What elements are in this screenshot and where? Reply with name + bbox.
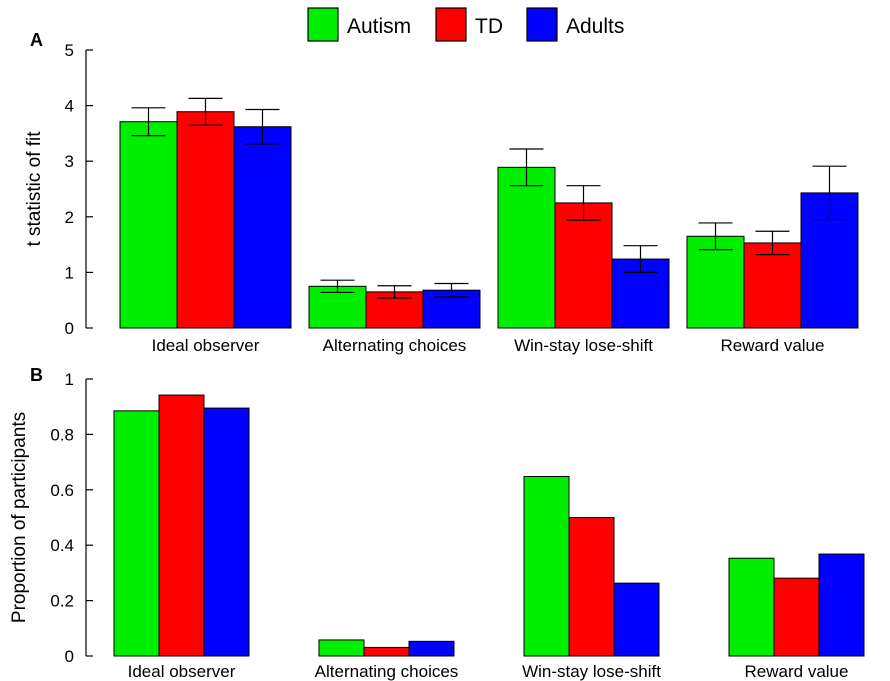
panel-label-a: A <box>30 30 43 50</box>
y-tick-label-0-4: 0.4 <box>50 536 74 555</box>
category-label-reward-value: Reward value <box>721 336 825 355</box>
category-label-ideal-observer: Ideal observer <box>128 662 236 681</box>
y-tick-label-4: 4 <box>65 97 74 116</box>
legend-label-autism: Autism <box>347 15 411 38</box>
legend: Autism TD Adults <box>307 7 624 42</box>
panel-a: Ideal observer Alternating choices Win-sta… <box>24 30 859 355</box>
legend-swatch-td <box>435 7 467 42</box>
y-tick-label-5: 5 <box>65 41 74 60</box>
y-tick-label-2: 2 <box>65 208 74 227</box>
y-tick-label-1: 1 <box>65 263 74 282</box>
category-label-reward-value: Reward value <box>745 662 849 681</box>
bar-b-ideal-observer-autism <box>113 410 160 657</box>
bar-a-win-stay-lose-shift-autism <box>497 166 556 329</box>
y-tick-label-0: 0 <box>65 319 74 338</box>
y-axis-label: Proportion of participants <box>9 412 30 623</box>
bar-b-reward-value-adults <box>818 553 865 657</box>
bar-b-reward-value-autism <box>728 557 775 657</box>
category-label-ideal-observer: Ideal observer <box>152 336 260 355</box>
bar-a-ideal-observer-autism <box>119 121 178 329</box>
y-axis-label: t statistic of fit <box>24 131 45 247</box>
panel-label-b: B <box>30 365 43 385</box>
legend-swatch-adults <box>526 7 558 42</box>
legend-swatch-autism <box>307 7 339 42</box>
category-label-win-stay-lose-shift: Win-stay lose-shift <box>522 662 661 681</box>
bar-b-win-stay-lose-shift-autism <box>523 476 570 657</box>
category-label-alternating-choices: Alternating choices <box>323 336 467 355</box>
bar-a-reward-value-autism <box>686 235 745 329</box>
bar-b-ideal-observer-adults <box>203 407 250 657</box>
y-tick-label-0-2: 0.2 <box>50 592 74 611</box>
y-tick-label-0-8: 0.8 <box>50 425 74 444</box>
y-tick-label-1: 1 <box>65 370 74 389</box>
category-label-alternating-choices: Alternating choices <box>315 662 459 681</box>
y-tick-label-0-6: 0.6 <box>50 481 74 500</box>
panel-b: Ideal observer Alternating choices Win-sta… <box>9 365 865 681</box>
y-tick-label-3: 3 <box>65 152 74 171</box>
y-tick-label-0: 0 <box>65 647 74 666</box>
bar-b-reward-value-td <box>773 577 820 657</box>
bar-b-alternating-choices-autism <box>318 639 365 657</box>
bar-a-win-stay-lose-shift-td <box>554 202 613 329</box>
bar-b-win-stay-lose-shift-td <box>568 517 615 657</box>
bar-b-ideal-observer-td <box>158 394 205 657</box>
category-label-win-stay-lose-shift: Win-stay lose-shift <box>514 336 653 355</box>
legend-label-adults: Adults <box>566 15 624 38</box>
bar-b-alternating-choices-td <box>363 646 410 657</box>
legend-label-td: TD <box>475 15 503 38</box>
bar-a-ideal-observer-td <box>176 111 235 329</box>
bar-b-alternating-choices-adults <box>408 640 455 657</box>
bar-b-win-stay-lose-shift-adults <box>613 582 660 657</box>
bar-a-reward-value-td <box>743 242 802 329</box>
bar-a-ideal-observer-adults <box>233 126 292 329</box>
